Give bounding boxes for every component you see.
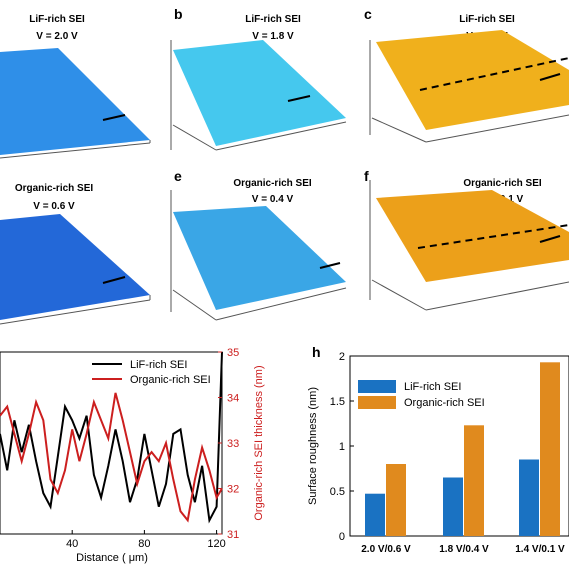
panel-d: Organic-rich SEI V = 0.6 V <box>0 170 170 330</box>
surface-top <box>376 190 569 282</box>
legend-label-lif: LiF-rich SEI <box>130 359 187 371</box>
panel-a-voltage: V = 2.0 V <box>36 31 78 42</box>
series-line-organic <box>0 392 223 523</box>
surface-top <box>0 214 150 320</box>
panel-d-title: Organic-rich SEI <box>14 183 94 194</box>
scale-bar <box>102 114 126 121</box>
panel-a-title: LiF-rich SEI <box>29 14 85 25</box>
bar-organic-1 <box>464 425 484 536</box>
panel-c-letter: c <box>364 6 372 22</box>
panel-b-title: LiF-rich SEI <box>245 14 301 25</box>
panel-e: e Organic-rich SEI V = 0.4 V <box>168 168 348 330</box>
surface-top <box>376 30 569 130</box>
panel-f: f Organic-rich SEI V = 0.1 V <box>362 168 569 330</box>
panel-h-letter: h <box>312 344 321 360</box>
y-axis-right-label: Organic-rich SEI thickness (nm) <box>253 365 265 520</box>
panel-c: c LiF-rich SEI V = 1.4 V <box>362 0 569 160</box>
y-tick-label: 2 <box>339 351 345 363</box>
x-category-label: 2.0 V/0.6 V <box>361 544 411 555</box>
afm-surface-a <box>0 48 151 159</box>
panel-c-title: LiF-rich SEI <box>459 14 515 25</box>
bar-lif-2 <box>519 459 539 536</box>
surface-top <box>173 40 346 146</box>
legend: LiF-rich SEI Organic-rich SEI <box>358 380 485 409</box>
y-tick-label: 1 <box>339 441 345 453</box>
panel-e-title: Organic-rich SEI <box>233 178 312 189</box>
y-tick-label: 0.5 <box>330 486 345 498</box>
x-category-label: 1.8 V/0.4 V <box>439 544 489 555</box>
panel-e-letter: e <box>174 168 182 184</box>
scale-bar <box>539 235 561 243</box>
y-right-tick-label: 33 <box>227 438 239 450</box>
y-right-tick-label: 31 <box>227 529 239 541</box>
line-profile-dashed <box>417 224 569 249</box>
panel-f-letter: f <box>364 168 369 184</box>
bar-lif-1 <box>443 477 463 536</box>
afm-surface-c <box>369 30 569 143</box>
panel-f-title: Organic-rich SEI <box>463 178 542 189</box>
panel-d-voltage: V = 0.6 V <box>33 201 75 212</box>
series-line-lif <box>0 351 223 524</box>
bar-organic-2 <box>540 362 560 536</box>
y-axis-label: Surface roughness (nm) <box>307 387 319 505</box>
panel-a: LiF-rich SEI V = 2.0 V <box>0 0 170 160</box>
chart-surface-roughness: h 2.0 V/0.6 V 1.8 V/0.4 V 1.4 V/0.1 V 0 0.5… <box>307 344 569 555</box>
y-right-tick-label: 35 <box>227 347 239 359</box>
y-tick-label: 0 <box>339 531 345 543</box>
x-category-label: 1.4 V/0.1 V <box>515 544 565 555</box>
afm-surface-f <box>369 180 569 311</box>
y-tick-label: 1.5 <box>330 396 345 408</box>
scale-bar <box>287 95 311 102</box>
x-axis-label: Distance ( μm) <box>76 552 148 564</box>
afm-surface-d <box>0 214 151 325</box>
scale-bar <box>102 276 126 284</box>
x-tick-label: 40 <box>66 538 78 550</box>
y-right-tick-label: 32 <box>227 484 239 496</box>
scale-bar <box>319 262 341 269</box>
legend-label-lif: LiF-rich SEI <box>404 381 461 393</box>
legend-label-organic: Organic-rich SEI <box>404 397 485 409</box>
scale-bar <box>539 73 561 81</box>
y-right-tick-label: 34 <box>227 393 239 405</box>
x-tick-label: 80 <box>138 538 150 550</box>
panel-b: b LiF-rich SEI V = 1.8 V <box>168 0 348 160</box>
surface-top <box>0 48 150 155</box>
panel-b-letter: b <box>174 6 183 22</box>
legend: LiF-rich SEI Organic-rich SEI <box>92 359 211 386</box>
line-profile-dashed <box>419 57 569 91</box>
bar-organic-0 <box>386 464 406 536</box>
panel-e-voltage: V = 0.4 V <box>251 194 294 205</box>
panel-b-voltage: V = 1.8 V <box>252 31 294 42</box>
legend-label-organic: Organic-rich SEI <box>130 374 211 386</box>
x-tick-label: 120 <box>207 538 225 550</box>
surface-top <box>173 206 346 310</box>
afm-surface-b <box>170 40 347 151</box>
afm-surface-e <box>170 190 347 321</box>
bar-lif-0 <box>365 493 385 536</box>
